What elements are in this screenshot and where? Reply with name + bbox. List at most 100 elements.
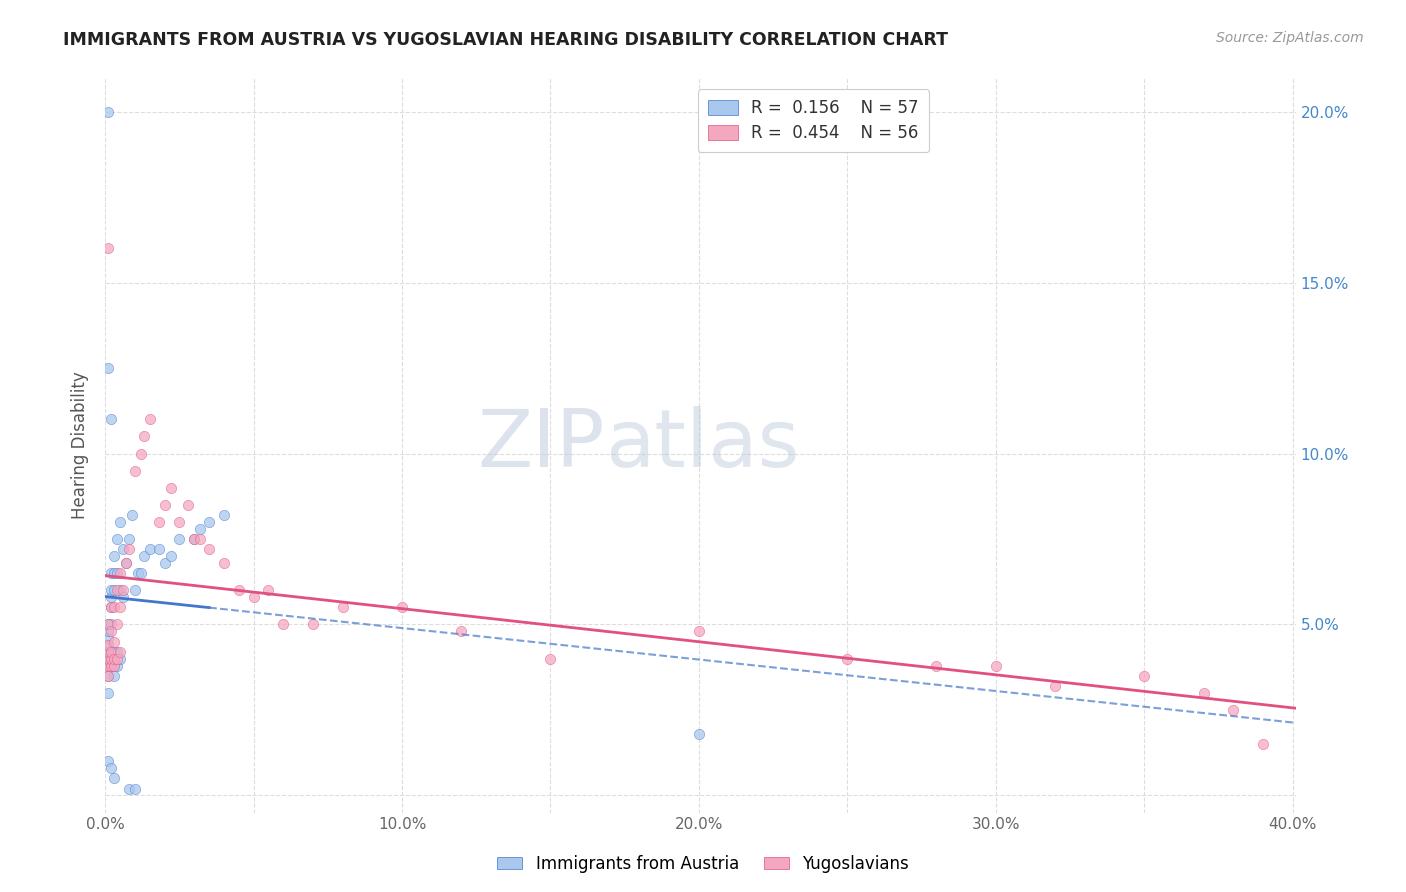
Point: [103, 658, 125, 673]
Point: [97, 686, 120, 700]
Point: [105, 532, 128, 546]
Point: [153, 556, 176, 570]
Point: [108, 515, 131, 529]
Point: [984, 658, 1007, 673]
Point: [100, 658, 122, 673]
Point: [1133, 669, 1156, 683]
Point: [242, 590, 264, 604]
Point: [100, 651, 122, 665]
Point: [100, 645, 122, 659]
Text: IMMIGRANTS FROM AUSTRIA VS YUGOSLAVIAN HEARING DISABILITY CORRELATION CHART: IMMIGRANTS FROM AUSTRIA VS YUGOSLAVIAN H…: [63, 31, 948, 49]
Point: [121, 508, 143, 522]
Point: [302, 617, 325, 632]
Point: [97, 658, 120, 673]
Point: [100, 651, 122, 665]
Point: [257, 583, 280, 598]
Point: [97, 638, 120, 652]
Point: [108, 600, 131, 615]
Point: [111, 542, 134, 557]
Point: [97, 617, 120, 632]
Text: ZIP: ZIP: [478, 406, 605, 484]
Point: [105, 651, 128, 665]
Point: [540, 651, 562, 665]
Point: [177, 498, 200, 512]
Point: [97, 651, 120, 665]
Point: [97, 361, 120, 376]
Point: [212, 508, 235, 522]
Point: [97, 638, 120, 652]
Point: [97, 617, 120, 632]
Point: [108, 645, 131, 659]
Point: [124, 781, 146, 796]
Point: [97, 645, 120, 659]
Point: [103, 772, 125, 786]
Point: [97, 631, 120, 645]
Point: [148, 515, 170, 529]
Point: [100, 566, 122, 581]
Point: [97, 651, 120, 665]
Point: [273, 617, 295, 632]
Point: [103, 669, 125, 683]
Point: [100, 600, 122, 615]
Point: [105, 583, 128, 598]
Point: [118, 532, 141, 546]
Point: [212, 556, 235, 570]
Point: [100, 645, 122, 659]
Point: [159, 481, 181, 495]
Point: [97, 669, 120, 683]
Point: [103, 658, 125, 673]
Point: [169, 532, 191, 546]
Point: [228, 583, 250, 598]
Point: [103, 583, 125, 598]
Point: [188, 532, 211, 546]
Point: [124, 583, 146, 598]
Point: [97, 241, 120, 255]
Point: [837, 651, 859, 665]
Point: [115, 556, 138, 570]
Point: [115, 556, 138, 570]
Point: [97, 645, 120, 659]
Point: [148, 542, 170, 557]
Point: [103, 634, 125, 648]
Y-axis label: Hearing Disability: Hearing Disability: [72, 371, 89, 519]
Point: [688, 727, 710, 741]
Point: [103, 645, 125, 659]
Point: [97, 624, 120, 639]
Point: [103, 600, 125, 615]
Point: [100, 590, 122, 604]
Point: [129, 566, 152, 581]
Point: [103, 651, 125, 665]
Point: [1043, 679, 1066, 693]
Point: [391, 600, 413, 615]
Point: [183, 532, 205, 546]
Point: [100, 617, 122, 632]
Point: [1251, 737, 1274, 751]
Point: [100, 600, 122, 615]
Point: [97, 754, 120, 768]
Point: [103, 549, 125, 563]
Point: [108, 651, 131, 665]
Point: [118, 542, 141, 557]
Point: [100, 624, 122, 639]
Point: [100, 761, 122, 775]
Point: [132, 549, 155, 563]
Text: atlas: atlas: [605, 406, 800, 484]
Point: [111, 590, 134, 604]
Point: [332, 600, 354, 615]
Point: [97, 669, 120, 683]
Point: [105, 617, 128, 632]
Legend: Immigrants from Austria, Yugoslavians: Immigrants from Austria, Yugoslavians: [491, 848, 915, 880]
Point: [1192, 686, 1215, 700]
Point: [105, 658, 128, 673]
Point: [198, 542, 221, 557]
Point: [198, 515, 221, 529]
Point: [925, 658, 948, 673]
Point: [111, 583, 134, 598]
Point: [153, 498, 176, 512]
Point: [127, 566, 149, 581]
Point: [118, 781, 141, 796]
Point: [105, 566, 128, 581]
Point: [183, 532, 205, 546]
Point: [105, 645, 128, 659]
Point: [97, 658, 120, 673]
